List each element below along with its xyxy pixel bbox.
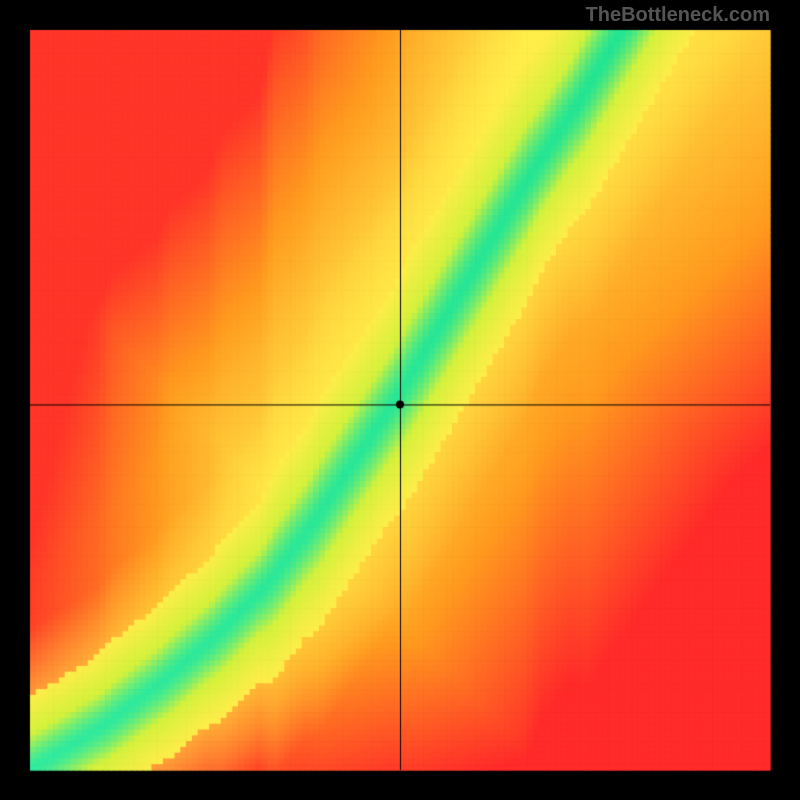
heatmap-canvas [0, 0, 800, 800]
watermark-text: TheBottleneck.com [586, 4, 770, 27]
chart-container: TheBottleneck.com [0, 0, 800, 800]
